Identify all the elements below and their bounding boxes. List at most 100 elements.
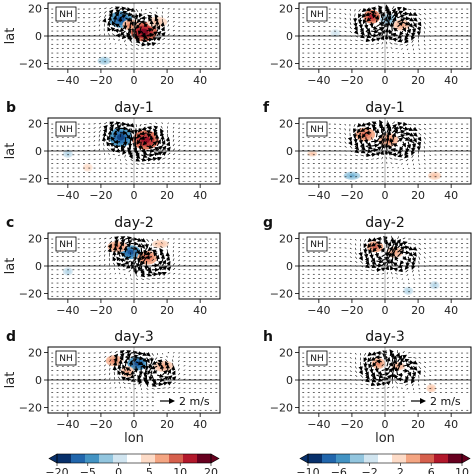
reference-vector-label: 2 m/s <box>430 395 461 408</box>
wind-arrow <box>114 387 117 389</box>
anomaly-blob <box>66 152 70 156</box>
wind-arrow <box>397 133 406 139</box>
wind-arrow <box>394 255 399 262</box>
wind-arrow <box>155 122 158 125</box>
x-tick-label: −40 <box>56 74 79 87</box>
wind-arrow <box>418 247 422 250</box>
wind-arrow <box>104 352 107 354</box>
x-tick-label: 0 <box>382 304 389 317</box>
wind-arrow <box>124 260 131 265</box>
wind-arrow <box>103 14 107 19</box>
wind-arrow <box>167 375 173 380</box>
wind-arrow <box>423 13 427 15</box>
wind-arrow <box>130 278 133 280</box>
wind-arrow <box>349 154 353 157</box>
wind-arrow <box>183 369 186 371</box>
wind-arrow <box>107 26 112 32</box>
wind-arrow <box>397 153 404 158</box>
colorbar-frame <box>307 453 463 464</box>
y-tick-label: −20 <box>270 402 293 415</box>
wind-arrow <box>160 26 165 32</box>
wind-arrow <box>354 361 357 365</box>
y-tick-label: −20 <box>19 402 42 415</box>
panel-letter: c <box>6 215 14 231</box>
panel-d: NH −40 −20 0 20 40 −20 0 20 lat day-3 d 2 m/s <box>3 329 221 431</box>
wind-arrow <box>361 7 367 13</box>
wind-arrow <box>391 32 398 37</box>
wind-arrow <box>102 131 107 138</box>
wind-arrow <box>360 158 364 161</box>
panel-letter: b <box>6 100 16 116</box>
region-label: NH <box>310 354 324 364</box>
wind-arrow <box>376 146 382 151</box>
wind-arrow <box>157 277 161 279</box>
wind-arrow <box>178 382 181 385</box>
wind-arrow <box>130 44 133 47</box>
colorbar-segment <box>448 454 463 463</box>
wind-arrow <box>365 7 372 12</box>
wind-arrow <box>98 130 101 134</box>
wind-arrow <box>125 159 127 162</box>
wind-arrow <box>429 145 432 148</box>
wind-arrow <box>375 359 382 364</box>
wind-arrow <box>178 149 181 151</box>
wind-arrow <box>381 162 384 164</box>
colorbar-right: −10 −6 −2 2 6 10 <box>296 453 471 474</box>
wind-arrow <box>172 250 174 253</box>
wind-arrow <box>103 245 107 249</box>
wind-arrow <box>98 259 101 262</box>
wind-arrow <box>148 370 153 381</box>
wind-arrow <box>381 126 386 138</box>
wind-arrow <box>418 252 421 255</box>
wind-arrow <box>114 121 121 126</box>
wind-arrow <box>159 247 164 253</box>
wind-arrow <box>429 21 432 24</box>
y-tick-label: 0 <box>286 260 293 273</box>
wind-arrow <box>151 387 155 390</box>
colorbar-tick-label: 6 <box>428 466 435 474</box>
wind-arrow <box>162 369 168 376</box>
wind-arrow <box>376 162 379 164</box>
wind-arrow <box>365 145 373 150</box>
colorbar-tick-label: −6 <box>331 466 347 474</box>
wind-arrow <box>156 156 162 162</box>
wind-arrow <box>171 370 176 376</box>
panel-letter: d <box>6 329 16 345</box>
wind-arrow <box>109 158 111 160</box>
wind-arrow <box>135 356 144 361</box>
wind-arrow <box>172 273 176 275</box>
wind-arrow <box>162 265 168 271</box>
wind-arrow <box>418 132 422 136</box>
wind-arrow <box>128 360 134 367</box>
wind-arrow <box>423 159 426 161</box>
wind-arrow <box>119 30 126 36</box>
region-label: NH <box>59 125 73 135</box>
wind-arrow <box>146 133 153 138</box>
wind-arrow <box>429 17 432 19</box>
wind-arrow <box>167 277 171 279</box>
wind-arrow <box>397 360 403 371</box>
colorbar-segment <box>113 454 128 463</box>
wind-arrow <box>402 237 406 240</box>
wind-arrow <box>149 11 152 14</box>
colorbar-segment <box>434 454 449 463</box>
y-tick-label: 0 <box>35 374 42 387</box>
wind-arrow <box>360 260 364 264</box>
wind-arrow <box>114 23 121 28</box>
wind-arrow <box>367 237 373 243</box>
wind-arrow <box>146 144 154 149</box>
wind-arrow <box>396 386 398 389</box>
wind-arrow <box>357 122 362 128</box>
colorbar-tick-label: −20 <box>45 466 68 474</box>
wind-arrow <box>357 17 363 25</box>
wind-arrow <box>371 6 377 11</box>
wind-arrow <box>413 8 417 11</box>
y-tick-label: −20 <box>19 58 42 71</box>
wind-arrow <box>172 16 175 19</box>
wind-arrow <box>360 269 363 272</box>
wind-arrow <box>116 262 122 267</box>
wind-arrow <box>397 236 399 240</box>
wind-arrow <box>405 269 409 273</box>
wind-arrow <box>395 352 401 358</box>
panels-layer: NH −40 −20 0 20 40 −20 0 20 lat NH −40 −20 0 20 40 −20 0 2… <box>3 2 472 431</box>
